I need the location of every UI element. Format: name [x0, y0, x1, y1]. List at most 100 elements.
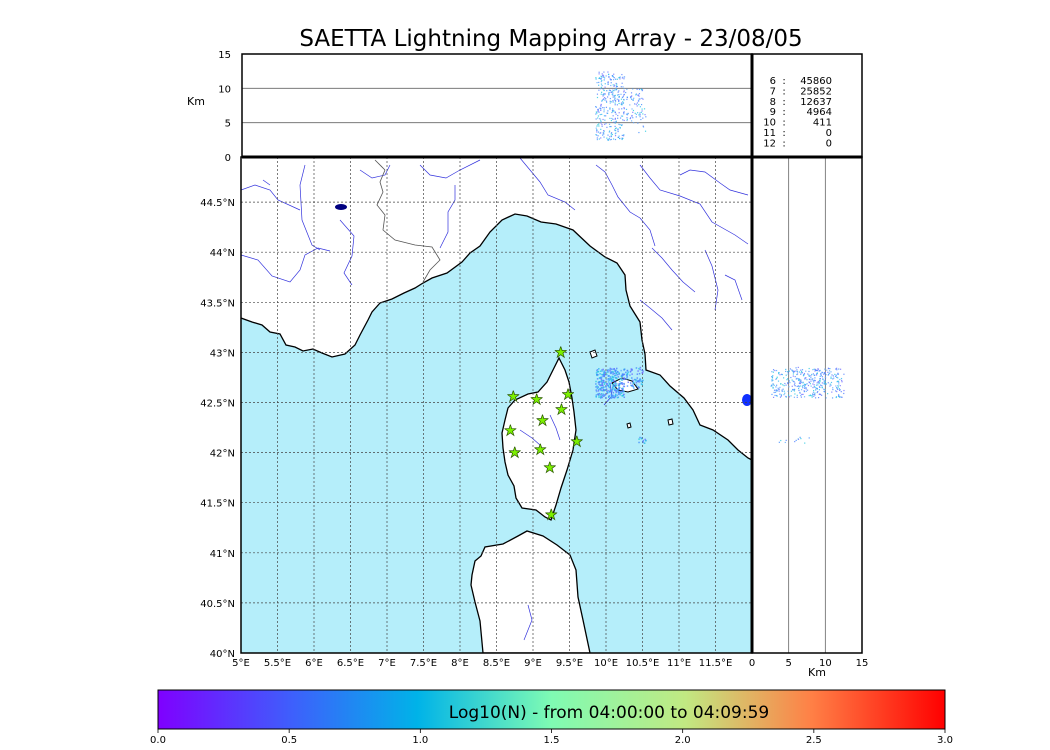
colorbar-tick-label: 2.0: [675, 735, 691, 746]
lightning-point: [601, 100, 603, 102]
lightning-point: [608, 395, 611, 397]
lightning-point: [632, 382, 635, 384]
lightning-point: [600, 78, 602, 80]
lightning-point: [617, 117, 619, 119]
lightning-point: [641, 383, 643, 386]
lightning-point: [622, 119, 624, 121]
lightning-point: [615, 127, 617, 129]
lightning-point: [784, 382, 786, 385]
lightning-point: [602, 368, 604, 371]
lightning-point: [823, 388, 825, 390]
lightning-point: [601, 389, 604, 392]
lightning-point: [840, 391, 842, 393]
lightning-point: [806, 379, 808, 381]
lightning-point: [787, 371, 789, 373]
lightning-point: [601, 76, 603, 78]
lightning-point: [619, 378, 622, 380]
lightning-point: [641, 380, 643, 383]
lightning-point: [595, 106, 597, 108]
lightning-point: [778, 372, 780, 374]
top-reference-lines: [242, 87, 752, 124]
lightning-point: [824, 376, 827, 378]
lightning-point: [607, 139, 610, 141]
lightning-point: [597, 131, 600, 133]
lightning-point: [824, 372, 826, 374]
lightning-point: [611, 91, 613, 93]
lightning-point: [823, 381, 825, 383]
lightning-point: [800, 372, 802, 374]
lightning-point: [605, 385, 607, 388]
lightning-point: [612, 396, 615, 399]
right-xlabel: Km: [808, 666, 826, 679]
lightning-point: [638, 100, 640, 102]
lightning-point: [598, 73, 600, 75]
lightning-point: [600, 108, 602, 110]
lightning-point: [595, 134, 597, 136]
lightning-point: [795, 439, 797, 442]
lightning-point: [623, 382, 625, 385]
lightning-point: [600, 132, 602, 134]
stat-count: 411: [813, 118, 832, 129]
lightning-point: [803, 385, 806, 387]
lightning-point: [614, 381, 617, 384]
lightning-point: [606, 96, 609, 98]
lightning-point: [833, 377, 835, 379]
lightning-point: [829, 372, 831, 374]
lightning-point: [623, 111, 625, 113]
lightning-point: [603, 372, 605, 374]
lightning-point: [808, 437, 810, 439]
lightning-point: [607, 385, 610, 388]
lightning-point: [618, 94, 620, 96]
right-lightning-points: [770, 366, 845, 444]
lightning-point: [610, 390, 612, 392]
lightning-point: [626, 96, 628, 99]
lightning-point: [599, 77, 601, 80]
lightning-point: [620, 102, 623, 104]
lightning-point: [632, 385, 634, 387]
lightning-point: [622, 102, 625, 104]
lightning-point: [597, 115, 600, 117]
lightning-point: [609, 383, 611, 386]
small-island: [667, 418, 674, 426]
lightning-point: [610, 84, 612, 87]
lightning-point: [601, 370, 604, 372]
lightning-point: [623, 94, 625, 96]
lightning-point: [603, 77, 606, 79]
lightning-point: [622, 102, 624, 105]
lightning-point: [781, 373, 783, 376]
stat-separator: :: [782, 76, 785, 87]
lightning-point: [615, 130, 617, 132]
lightning-point: [608, 138, 610, 140]
lightning-point: [611, 75, 613, 77]
lightning-point: [603, 370, 606, 373]
lightning-point: [785, 384, 787, 386]
lightning-point: [614, 99, 617, 101]
lightning-point: [613, 84, 616, 86]
lightning-point: [607, 110, 609, 112]
lightning-point: [612, 115, 614, 117]
lightning-point: [838, 396, 841, 398]
lightning-point: [600, 393, 603, 395]
lightning-point: [837, 373, 839, 375]
lightning-point: [610, 79, 612, 81]
lightning-point: [819, 393, 822, 396]
lightning-point: [614, 89, 616, 91]
lightning-point: [621, 82, 623, 84]
lightning-point: [618, 96, 620, 98]
lightning-point: [603, 381, 605, 384]
lightning-point: [619, 382, 622, 385]
colorbar-gradient: [157, 689, 946, 730]
lightning-point: [801, 372, 804, 374]
lightning-point: [792, 371, 795, 373]
lightning-point: [638, 367, 640, 370]
stat-count: 45860: [800, 76, 832, 87]
lightning-point: [794, 393, 796, 395]
altitude-top-panel: 0 5 10 15 Km: [187, 50, 753, 164]
lightning-point: [783, 394, 785, 396]
lightning-point: [609, 372, 612, 374]
lightning-point: [604, 93, 606, 95]
lightning-point: [609, 136, 611, 138]
lightning-point: [600, 393, 602, 396]
lightning-point: [626, 88, 628, 91]
lightning-point: [623, 119, 625, 122]
